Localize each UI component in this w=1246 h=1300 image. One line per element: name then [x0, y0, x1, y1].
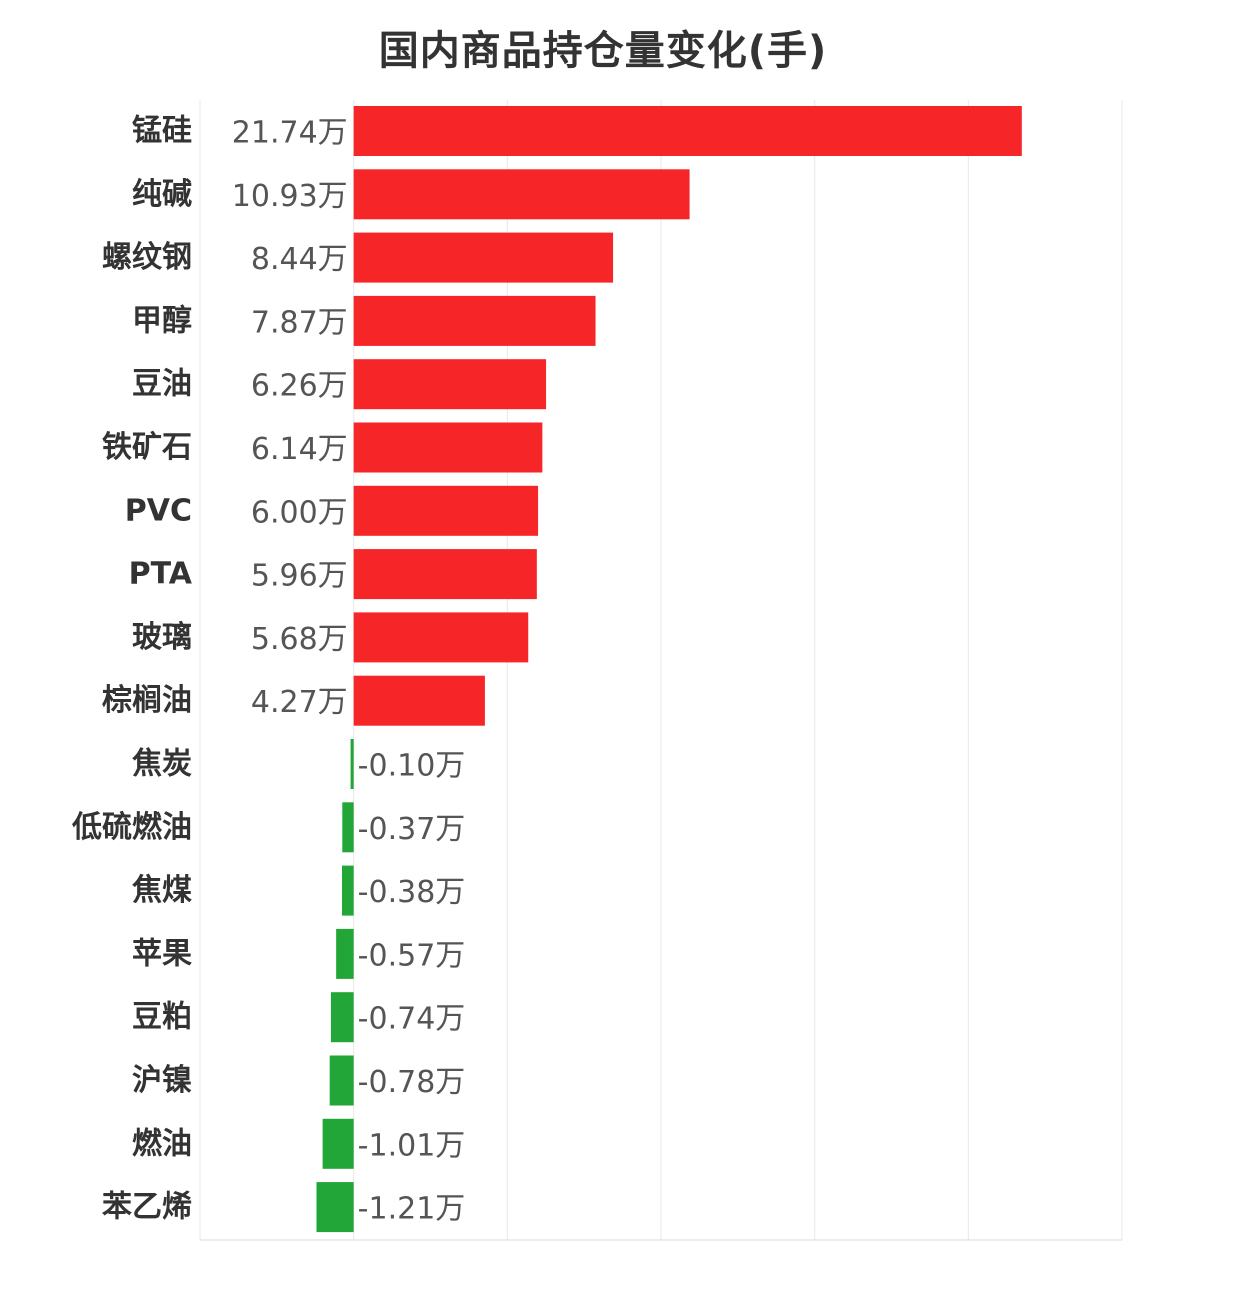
bar-16 — [322, 1118, 354, 1169]
bar-9 — [353, 675, 485, 726]
bars — [316, 106, 1022, 1233]
value-label: 8.44万 — [251, 242, 348, 277]
value-label: 21.74万 — [232, 116, 348, 151]
value-label: 6.14万 — [251, 432, 348, 467]
value-label: 7.87万 — [251, 305, 348, 340]
bar-15 — [329, 1055, 354, 1106]
bar-8 — [353, 612, 529, 663]
value-label: 5.68万 — [251, 622, 348, 657]
category-label: 豆粕 — [132, 1000, 192, 1035]
value-label: 4.27万 — [251, 685, 348, 720]
value-label: -0.74万 — [358, 1002, 466, 1037]
bar-12 — [341, 865, 354, 916]
category-label: 玻璃 — [132, 620, 192, 655]
value-label: -0.57万 — [358, 938, 466, 973]
value-label: 6.26万 — [251, 369, 348, 404]
category-label: 苯乙烯 — [102, 1190, 192, 1225]
bar-7 — [353, 549, 537, 600]
category-label: PVC — [125, 493, 192, 528]
category-label: 焦炭 — [132, 747, 192, 782]
bar-10 — [350, 739, 354, 789]
category-label: 沪镍 — [132, 1063, 192, 1098]
value-label: -0.37万 — [358, 812, 466, 847]
category-label: PTA — [129, 557, 193, 592]
value-label: 5.96万 — [251, 559, 348, 594]
category-label: 苹果 — [132, 936, 192, 971]
category-label: 豆油 — [132, 367, 192, 402]
category-label: 低硫燃油 — [71, 810, 192, 845]
category-label: 铁矿石 — [102, 430, 192, 465]
value-label: -0.78万 — [358, 1065, 466, 1100]
bar-1 — [353, 169, 690, 220]
category-label: 锰硅 — [132, 114, 192, 149]
category-label: 螺纹钢 — [102, 240, 192, 275]
bar-5 — [353, 422, 543, 473]
bar-17 — [316, 1182, 354, 1233]
value-label: -0.10万 — [358, 749, 466, 784]
chart-title: 国内商品持仓量变化(手) — [378, 28, 828, 74]
category-label: 纯碱 — [132, 177, 192, 212]
value-label: 6.00万 — [251, 495, 348, 530]
bar-6 — [353, 485, 539, 536]
value-label: -1.01万 — [358, 1128, 466, 1163]
gridlines — [199, 100, 1123, 1241]
category-label: 焦煤 — [132, 873, 192, 908]
bar-13 — [336, 928, 354, 979]
bar-2 — [353, 232, 614, 283]
bar-11 — [342, 802, 354, 853]
value-label: 10.93万 — [232, 179, 348, 214]
category-label: 甲醇 — [132, 303, 192, 338]
bar-3 — [353, 295, 596, 346]
value-label: -1.21万 — [358, 1192, 466, 1227]
category-label: 燃油 — [132, 1126, 192, 1161]
bar-14 — [330, 992, 354, 1043]
category-label: 棕榈油 — [102, 683, 192, 718]
value-label: -0.38万 — [358, 875, 466, 910]
bar-4 — [353, 359, 547, 410]
bar-0 — [353, 106, 1022, 156]
